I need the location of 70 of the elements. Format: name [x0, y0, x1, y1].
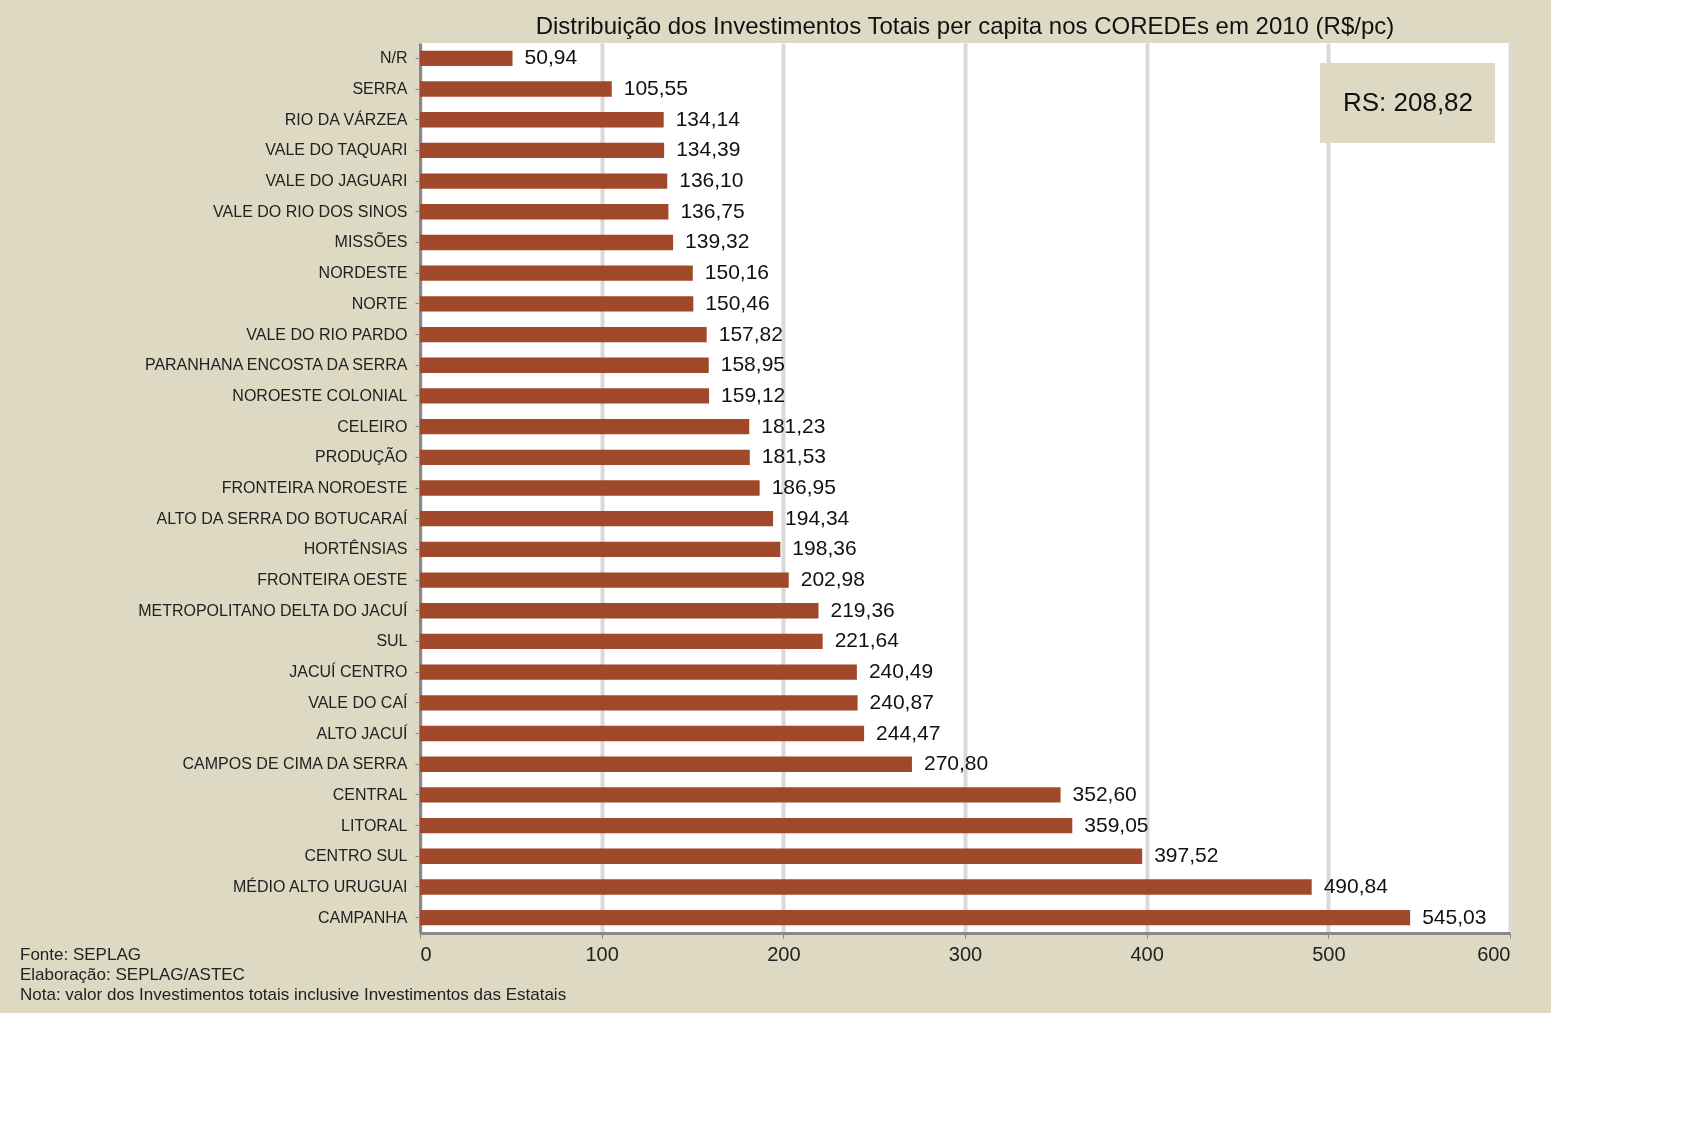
data-label: 181,53 — [761, 444, 827, 468]
y-tick-label: CELEIRO — [337, 417, 408, 435]
data-label: 134,14 — [675, 106, 741, 130]
y-tick-label: VALE DO RIO DOS SINOS — [213, 202, 408, 220]
y-tick-label: PARANHANA ENCOSTA DA SERRA — [144, 356, 408, 374]
data-label: 134,39 — [676, 137, 741, 161]
x-tick-label: 600 — [1477, 942, 1511, 965]
data-label: 150,16 — [704, 260, 770, 284]
y-tick-label: MÉDIO ALTO URUGUAI — [232, 876, 408, 895]
y-tick-label: RIO DA VÁRZEA — [284, 109, 408, 128]
data-label: 136,75 — [680, 198, 745, 222]
y-tick-label: VALE DO TAQUARI — [265, 141, 408, 159]
y-tick-label: ALTO JACUÍ — [316, 723, 409, 742]
y-tick-label: N/R — [379, 49, 408, 67]
x-tick-label: 400 — [1130, 942, 1164, 965]
data-label: 240,49 — [868, 659, 934, 683]
y-tick-label: CENTRO SUL — [304, 847, 408, 865]
chart-title: Distribuição dos Investimentos Totais per capita nos COREDEs em 2010 (R$/pc) — [535, 12, 1395, 39]
y-tick-label: MISSÕES — [334, 231, 408, 251]
text: Elaboração: SEPLAG/ASTEC — [20, 965, 245, 984]
y-tick-label: CAMPANHA — [318, 908, 408, 926]
x-tick-label: 0 — [420, 942, 432, 965]
y-tick-label: JACUÍ CENTRO — [289, 662, 408, 681]
y-tick-label: NORTE — [351, 294, 408, 312]
x-tick-label: 200 — [767, 942, 801, 965]
data-label: 159,12 — [721, 382, 786, 406]
data-label: 240,87 — [869, 689, 934, 713]
data-label: 490,84 — [1323, 873, 1389, 897]
y-tick-label: FRONTEIRA NOROESTE — [221, 479, 408, 496]
data-label: 221,64 — [834, 628, 900, 652]
data-label: 202,98 — [800, 567, 865, 591]
data-label: 181,23 — [761, 413, 826, 437]
y-tick-label: METROPOLITANO DELTA DO JACUÍ — [138, 600, 409, 619]
data-label: 105,55 — [623, 76, 688, 100]
x-tick-label: 300 — [948, 942, 983, 965]
y-tick-label: NORDESTE — [318, 264, 408, 282]
data-label: 158,95 — [720, 352, 785, 376]
y-tick-label: HORTÊNSIAS — [303, 539, 408, 558]
y-tick-label: CAMPOS DE CIMA DA SERRA — [182, 755, 408, 773]
data-label: 198,36 — [792, 536, 857, 560]
y-tick-label: CENTRAL — [332, 785, 408, 803]
y-tick-label: LITORAL — [341, 816, 408, 834]
y-tick-label: FRONTEIRA OESTE — [257, 571, 408, 589]
y-tick-label: VALE DO CAÍ — [308, 692, 409, 711]
data-label: 136,10 — [679, 168, 744, 192]
source-note: Fonte: SEPLAG — [20, 945, 141, 964]
data-label: 157,82 — [718, 321, 783, 345]
x-tick-label: 500 — [1312, 942, 1346, 965]
data-label: 397,52 — [1154, 843, 1219, 867]
y-tick-label: ALTO DA SERRA DO BOTUCARAÍ — [156, 508, 409, 527]
y-tick-label: PRODUÇÃO — [315, 446, 408, 466]
data-label: 352,60 — [1072, 781, 1137, 805]
data-label: 219,36 — [830, 597, 895, 621]
data-label: 186,95 — [771, 475, 836, 498]
data-label: 359,05 — [1084, 812, 1149, 836]
data-label: 270,80 — [923, 751, 989, 775]
data-label: 150,46 — [705, 290, 770, 314]
y-tick-label: SERRA — [352, 80, 408, 98]
y-tick-label: VALE DO RIO PARDO — [246, 325, 408, 343]
data-label: 139,32 — [685, 229, 750, 253]
y-tick-label: VALE DO JAGUARI — [265, 172, 408, 190]
data-label: 50,94 — [524, 45, 578, 69]
data-label: 244,47 — [876, 720, 941, 744]
text: Nota: valor dos Investimentos totais inclusive Investimentos das Estatais — [20, 985, 567, 1004]
data-label: 545,03 — [1422, 904, 1487, 928]
data-label: 194,34 — [785, 505, 850, 529]
annotation: RS: 208,82 — [1342, 87, 1474, 117]
y-tick-label: NOROESTE COLONIAL — [232, 386, 408, 404]
x-tick-label: 100 — [585, 942, 619, 965]
y-tick-label: SUL — [376, 632, 408, 650]
